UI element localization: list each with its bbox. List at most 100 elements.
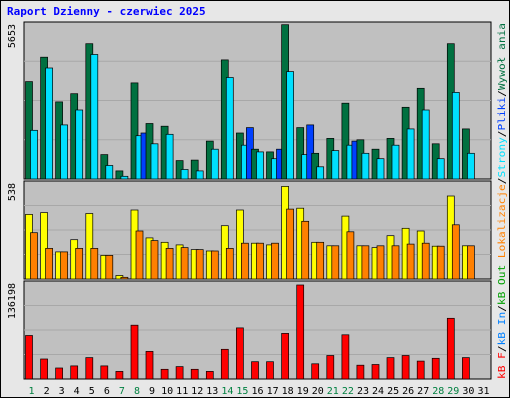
x-tick-label: 28 — [432, 386, 444, 397]
bar-middle-s1-day-22 — [346, 231, 355, 280]
bar-middle-s1-day-15 — [241, 242, 249, 280]
right-label-part: Lokalizacje — [497, 184, 508, 258]
bar-top-s1-day-1 — [30, 129, 38, 180]
x-tick-label: 24 — [372, 386, 384, 397]
bar-top-s1-day-11 — [180, 169, 189, 180]
right-label-part: kB In — [497, 312, 508, 346]
bar-top-s1-day-9 — [150, 143, 159, 180]
bar-bottom-s0-day-14 — [220, 348, 229, 380]
right-label-part: / — [497, 177, 508, 184]
bar-bottom-s0-day-15 — [236, 327, 244, 380]
x-tick-label: 13 — [206, 386, 218, 397]
bar-middle-s1-day-12 — [195, 249, 204, 280]
bar-middle-s0-day-5 — [85, 213, 94, 280]
bar-middle-s1-day-28 — [436, 245, 445, 280]
bar-middle-s1-day-16 — [256, 242, 264, 280]
bar-top-s1-day-7 — [120, 175, 129, 180]
bar-middle-s1-day-24 — [376, 245, 385, 280]
x-tick-label: 26 — [402, 386, 414, 397]
bar-middle-s1-day-13 — [210, 250, 219, 280]
bar-bottom-s0-day-11 — [175, 366, 184, 380]
bar-top-s1-day-25 — [391, 144, 400, 180]
x-tick-label: 14 — [221, 386, 233, 397]
bar-middle-s1-day-23 — [361, 245, 370, 280]
bar-top-s0-day-22 — [341, 102, 350, 180]
bar-top-s0-day-12 — [190, 159, 199, 180]
x-tick-label: 31 — [477, 386, 489, 397]
bar-middle-s1-day-30 — [467, 245, 475, 280]
bar-top-s1-day-29 — [451, 92, 460, 180]
bar-top-s1-day-4 — [75, 109, 84, 180]
bar-bottom-s0-day-13 — [205, 371, 214, 380]
x-tick-label: 27 — [417, 386, 429, 397]
bar-bottom-s0-day-12 — [190, 368, 199, 380]
bar-middle-s1-day-20 — [316, 241, 325, 280]
x-tick-label: 23 — [357, 386, 369, 397]
bar-top-s1-day-2 — [45, 67, 53, 180]
bar-top-s1-day-21 — [331, 150, 340, 180]
right-label-part: kB Out — [497, 265, 508, 305]
right-label-part: Pliki — [497, 97, 508, 131]
bar-top-s1-day-14 — [225, 77, 234, 180]
bar-middle-s1-day-19 — [301, 220, 310, 280]
x-tick-label: 30 — [462, 386, 474, 397]
bar-middle-s1-day-25 — [391, 245, 400, 280]
bar-top-s1-day-24 — [376, 158, 385, 180]
bar-bottom-s0-day-16 — [251, 361, 259, 380]
x-tick-label: 8 — [134, 386, 140, 397]
bar-bottom-s0-day-22 — [341, 334, 350, 380]
bar-top-s0-day-7 — [115, 170, 124, 180]
bar-middle-s1-day-29 — [451, 224, 460, 280]
right-label-part: / — [497, 130, 508, 137]
bar-bottom-s0-day-2 — [40, 358, 48, 380]
bar-bottom-s0-day-25 — [386, 357, 395, 380]
panel-middle: 538 — [7, 180, 492, 280]
bar-top-s1-day-6 — [105, 165, 114, 180]
bar-bottom-s0-day-27 — [416, 360, 425, 380]
bar-top-s2-day-19 — [306, 124, 315, 180]
bar-bottom-s0-day-21 — [326, 355, 335, 380]
chart-panels: 5653 538 136198 — [7, 21, 492, 380]
bar-middle-s1-day-3 — [60, 251, 68, 280]
bar-top-s1-day-18 — [286, 71, 294, 180]
bar-middle-s1-day-6 — [105, 255, 114, 280]
bar-bottom-s0-day-30 — [462, 357, 470, 380]
bar-top-s1-day-20 — [316, 166, 325, 180]
bar-bottom-s0-day-17 — [266, 361, 274, 380]
bar-bottom-s0-day-29 — [446, 317, 455, 380]
bar-top-s1-day-26 — [406, 128, 415, 180]
bar-top-s1-day-13 — [210, 148, 219, 180]
bar-top-s1-day-5 — [90, 54, 99, 180]
right-label-part: kB F — [497, 352, 508, 379]
bar-bottom-s0-day-10 — [160, 368, 169, 380]
right-label-part — [497, 258, 508, 265]
x-tick-label: 15 — [236, 386, 248, 397]
x-tick-label: 25 — [387, 386, 399, 397]
x-tick-label: 1 — [28, 386, 34, 397]
right-legend-label: kB F/kB In/kB Out Lokalizacje/Strony/Pli… — [497, 23, 508, 379]
x-tick-label: 4 — [74, 386, 80, 397]
bar-bottom-s0-day-23 — [356, 364, 365, 380]
x-axis-ticks: 1 2 3 4 5 6 7 8 9 10 11 12 13 14 15 16 17 18 19 20 21 22 23 24 2… — [28, 386, 489, 397]
x-tick-label: 18 — [282, 386, 294, 397]
x-tick-label: 10 — [161, 386, 173, 397]
bar-top-s0-day-19 — [296, 127, 305, 180]
bar-middle-s1-day-8 — [135, 230, 144, 280]
x-tick-label: 5 — [89, 386, 95, 397]
bar-top-s1-day-16 — [256, 151, 264, 180]
bar-bottom-s0-day-1 — [25, 335, 33, 380]
bar-bottom-s0-day-3 — [55, 367, 63, 380]
bar-middle-s1-day-18 — [286, 208, 294, 280]
bar-middle-s1-day-9 — [150, 240, 159, 280]
right-label-part: / — [497, 305, 508, 312]
bar-middle-s1-day-27 — [421, 242, 430, 280]
bar-middle-s1-day-21 — [331, 245, 340, 280]
bar-middle-s1-day-1 — [30, 232, 38, 280]
chart-title: Raport Dzienny - czerwiec 2025 — [7, 5, 206, 18]
bar-bottom-s0-day-5 — [85, 357, 94, 380]
right-label-part: Strony — [497, 137, 508, 177]
x-tick-label: 17 — [267, 386, 279, 397]
bar-middle-s1-day-4 — [75, 248, 84, 280]
x-tick-label: 16 — [251, 386, 263, 397]
